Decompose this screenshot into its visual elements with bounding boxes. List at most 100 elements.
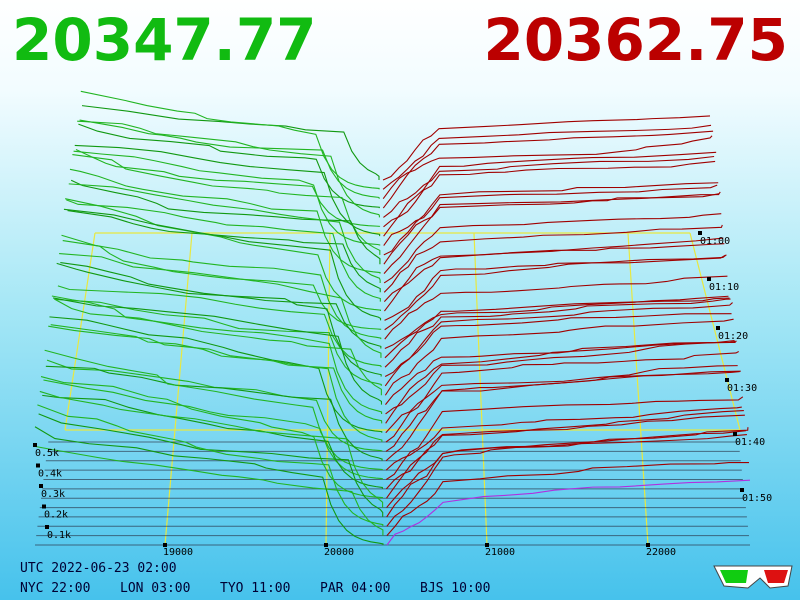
ask-line — [384, 302, 733, 387]
ask-line — [386, 462, 749, 537]
bid-line — [61, 234, 382, 340]
price-label: 20000 — [324, 547, 354, 558]
price-tick — [485, 543, 489, 547]
bid-line — [42, 394, 383, 489]
price-label: 21000 — [485, 547, 515, 558]
zone-time: TYO 11:00 — [220, 581, 290, 596]
ask-line — [384, 297, 730, 359]
bid-line — [50, 324, 383, 424]
ask-line — [386, 414, 745, 499]
bid-line — [40, 376, 384, 499]
depth-tick — [39, 484, 43, 488]
price-tick — [324, 543, 328, 547]
zone-time: PAR 04:00 — [320, 581, 390, 596]
bid-line — [78, 123, 380, 209]
ask-line — [385, 406, 742, 471]
ask-line — [385, 410, 744, 490]
ask-line — [385, 341, 736, 415]
bid-line — [62, 240, 382, 330]
ask-line — [383, 243, 725, 312]
bid-price: 20347.77 — [12, 6, 317, 74]
ask-line — [383, 193, 720, 265]
time-tick — [716, 326, 720, 330]
bid-line — [63, 208, 382, 321]
ask-line — [385, 351, 739, 443]
depth-tick — [42, 504, 46, 509]
ask-price: 20362.75 — [483, 6, 788, 74]
ask-line — [386, 433, 747, 518]
ask-line — [384, 254, 726, 321]
ask-line — [384, 318, 734, 396]
bid-line — [57, 285, 382, 368]
time-tick — [707, 277, 711, 281]
ask-line — [384, 275, 728, 340]
ask-line — [384, 295, 729, 349]
ask-line — [385, 340, 737, 424]
bid-line — [74, 144, 381, 237]
utc-time: UTC 2022-06-23 02:00 — [20, 561, 177, 576]
ask-line — [386, 427, 749, 527]
bid-line — [68, 183, 381, 283]
plot: 19000 20000 21000 22000 0.5k 0.4k 0.3k 0.2k 0.1k… — [33, 90, 772, 558]
bid-line — [45, 365, 383, 461]
price-tick — [163, 543, 167, 547]
ask-line — [384, 298, 731, 368]
bid-line — [72, 154, 381, 255]
price-label: 19000 — [163, 547, 193, 558]
price-tick — [646, 543, 650, 547]
bid-line — [38, 413, 384, 517]
time-tick — [740, 488, 744, 492]
bid-line — [39, 390, 384, 508]
frame-line — [473, 232, 488, 546]
ask-line — [383, 213, 722, 284]
ask-line — [386, 479, 751, 546]
ask-line — [383, 160, 716, 228]
bid-line — [77, 120, 380, 218]
bid-line — [80, 90, 380, 190]
time-label: 01:40 — [735, 437, 765, 448]
depth-label: 0.5k — [35, 448, 59, 459]
ask-line — [383, 151, 717, 237]
ask-line — [382, 135, 713, 200]
ask-line — [383, 184, 718, 246]
ask-line — [383, 191, 721, 274]
bid-line — [65, 198, 381, 312]
zone-time: NYC 22:00 — [20, 581, 90, 596]
bid-line — [59, 253, 382, 358]
ask-line — [382, 130, 714, 209]
bid-line — [43, 379, 383, 480]
zone-time: BJS 10:00 — [420, 581, 490, 596]
frame-line — [164, 232, 193, 546]
time-label: 01:20 — [718, 331, 748, 342]
bid-line — [44, 349, 383, 471]
bid-line — [34, 426, 384, 545]
time-tick — [698, 231, 702, 235]
zone-time: LON 03:00 — [120, 581, 190, 596]
bid-line — [49, 316, 383, 433]
depth-tick — [33, 443, 37, 447]
bid-line — [51, 295, 383, 414]
bid-line — [36, 446, 384, 536]
ask-line — [382, 124, 712, 190]
bid-line — [81, 105, 380, 180]
time-label: 01:00 — [700, 236, 730, 247]
bid-line — [67, 210, 381, 293]
ask-line — [384, 254, 727, 331]
bid-line — [79, 119, 380, 199]
price-label: 22000 — [646, 547, 676, 558]
ask-line — [383, 224, 723, 293]
ask-line — [383, 182, 719, 256]
bid-line — [52, 297, 383, 405]
bid-line — [66, 199, 381, 302]
depth-tick — [36, 463, 40, 468]
bid-line — [48, 325, 383, 443]
bid-line — [37, 404, 384, 527]
ask-line — [385, 370, 741, 462]
frame-line — [627, 232, 649, 546]
time-label: 01:30 — [727, 383, 757, 394]
frame-line — [689, 232, 741, 431]
glasses-icon[interactable] — [713, 565, 793, 589]
depth-tick — [45, 525, 49, 529]
